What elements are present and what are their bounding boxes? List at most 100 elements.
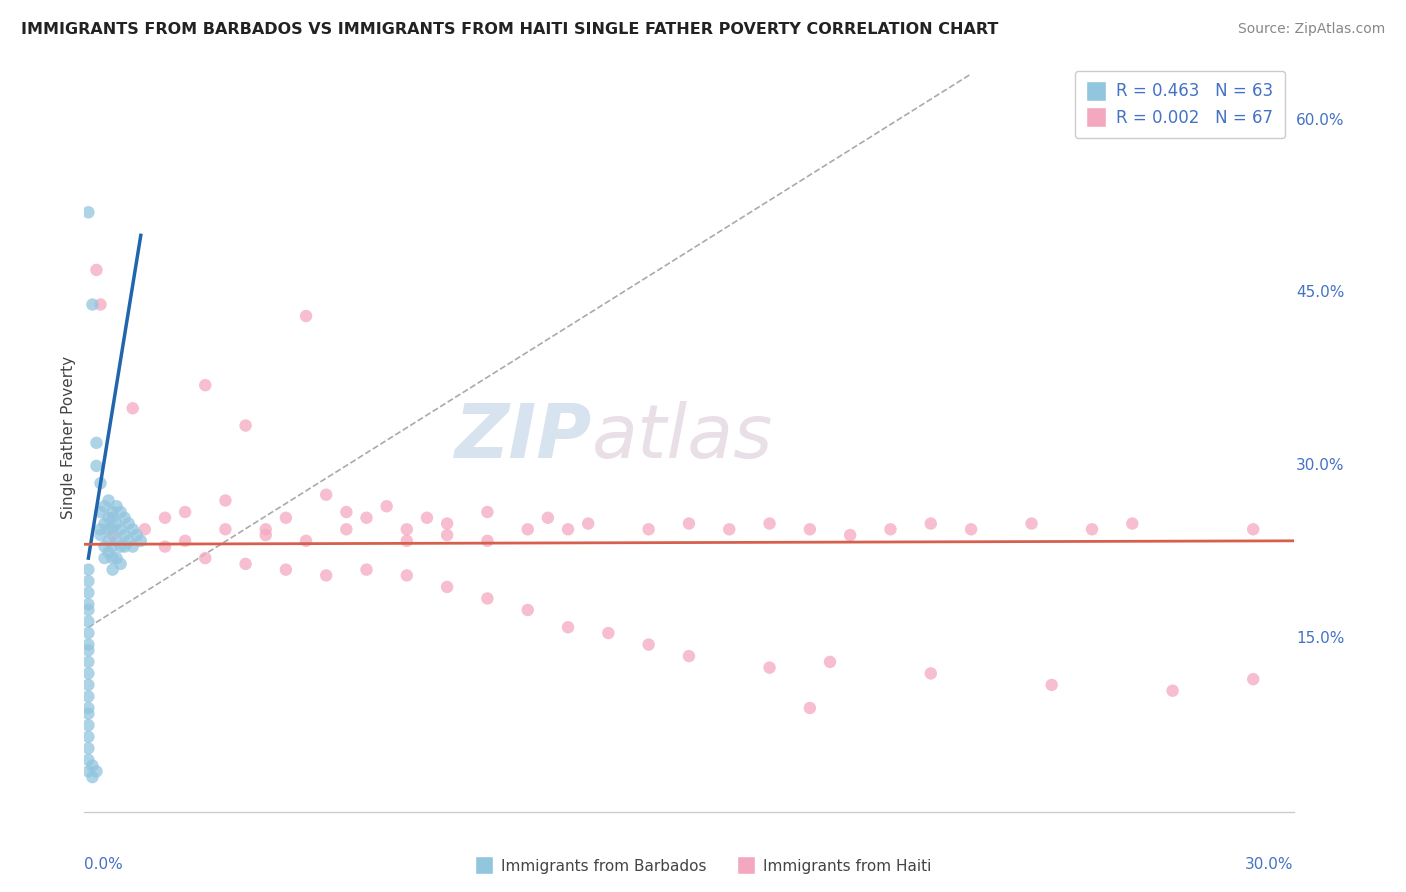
Point [93, 551, 115, 566]
Point [395, 533, 418, 548]
Point [110, 540, 132, 554]
Text: 0.0%: 0.0% [84, 856, 124, 871]
Point [295, 309, 318, 323]
Point [77, 574, 100, 589]
Point [86, 263, 108, 277]
Point [335, 522, 357, 536]
Point [93, 516, 115, 531]
Point [1241, 522, 1264, 536]
Text: ZIP: ZIP [456, 401, 592, 474]
Point [105, 533, 128, 548]
Point [436, 580, 458, 594]
Point [105, 516, 128, 531]
Point [356, 510, 378, 524]
Legend: Immigrants from Barbados, Immigrants from Haiti: Immigrants from Barbados, Immigrants fro… [468, 853, 938, 880]
Text: 60.0%: 60.0% [1296, 112, 1344, 128]
Point [799, 522, 821, 536]
Point [89, 522, 111, 536]
Point [537, 510, 560, 524]
Point [335, 505, 357, 519]
Point [1040, 678, 1063, 692]
Point [818, 655, 841, 669]
Point [315, 488, 337, 502]
Point [254, 522, 277, 536]
Point [77, 205, 100, 219]
Point [97, 510, 120, 524]
Point [110, 557, 132, 571]
Text: Source: ZipAtlas.com: Source: ZipAtlas.com [1237, 22, 1385, 37]
Point [77, 597, 100, 611]
Point [101, 528, 124, 542]
Point [214, 522, 236, 536]
Point [125, 528, 148, 542]
Point [110, 505, 132, 519]
Point [77, 603, 100, 617]
Point [86, 458, 108, 473]
Point [153, 540, 176, 554]
Point [77, 741, 100, 756]
Point [114, 528, 136, 542]
Point [576, 516, 599, 531]
Point [77, 678, 100, 692]
Point [97, 522, 120, 536]
Point [86, 764, 108, 779]
Point [758, 660, 780, 674]
Point [1241, 672, 1264, 686]
Point [1021, 516, 1043, 531]
Point [77, 718, 100, 732]
Point [114, 540, 136, 554]
Point [1121, 516, 1143, 531]
Point [97, 533, 120, 548]
Point [274, 510, 297, 524]
Point [477, 533, 499, 548]
Point [101, 563, 124, 577]
Point [93, 500, 115, 514]
Point [436, 528, 458, 542]
Point [637, 522, 659, 536]
Point [86, 435, 108, 450]
Point [82, 770, 104, 784]
Point [153, 510, 176, 524]
Point [77, 764, 100, 779]
Point [477, 505, 499, 519]
Point [758, 516, 780, 531]
Point [678, 516, 700, 531]
Point [121, 540, 143, 554]
Point [77, 655, 100, 669]
Point [93, 540, 115, 554]
Point [194, 551, 217, 566]
Point [101, 505, 124, 519]
Point [77, 643, 100, 657]
Point [89, 297, 111, 311]
Point [77, 701, 100, 715]
Point [105, 500, 128, 514]
Point [839, 528, 862, 542]
Point [174, 533, 197, 548]
Point [77, 563, 100, 577]
Text: 30.0%: 30.0% [1296, 458, 1344, 474]
Point [77, 730, 100, 744]
Point [114, 510, 136, 524]
Point [129, 533, 152, 548]
Point [174, 505, 197, 519]
Point [89, 505, 111, 519]
Point [82, 297, 104, 311]
Point [356, 563, 378, 577]
Point [477, 591, 499, 606]
Point [678, 649, 700, 664]
Point [960, 522, 983, 536]
Text: 45.0%: 45.0% [1296, 285, 1344, 301]
Point [274, 563, 297, 577]
Point [77, 666, 100, 681]
Text: atlas: atlas [592, 401, 773, 473]
Point [516, 603, 538, 617]
Legend: R = 0.463   N = 63, R = 0.002   N = 67: R = 0.463 N = 63, R = 0.002 N = 67 [1074, 70, 1285, 138]
Text: 15.0%: 15.0% [1296, 632, 1344, 647]
Point [516, 522, 538, 536]
Point [416, 510, 439, 524]
Point [436, 516, 458, 531]
Point [77, 706, 100, 721]
Point [879, 522, 901, 536]
Point [194, 378, 217, 392]
Point [97, 545, 120, 559]
